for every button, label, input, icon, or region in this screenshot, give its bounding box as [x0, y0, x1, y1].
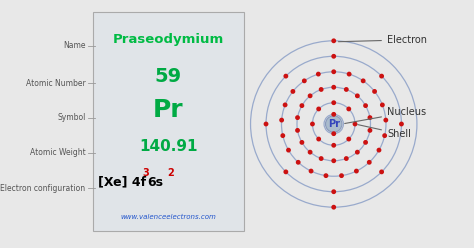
- Circle shape: [264, 122, 268, 126]
- Circle shape: [300, 103, 304, 108]
- Text: Symbol: Symbol: [57, 113, 85, 122]
- Circle shape: [346, 137, 351, 141]
- Circle shape: [363, 103, 368, 108]
- Text: Name: Name: [63, 41, 85, 50]
- Circle shape: [302, 78, 307, 83]
- Circle shape: [382, 133, 387, 138]
- Circle shape: [291, 89, 295, 94]
- Circle shape: [339, 173, 344, 178]
- Text: 140.91: 140.91: [139, 139, 198, 154]
- Circle shape: [331, 100, 336, 105]
- Circle shape: [308, 93, 312, 98]
- Circle shape: [279, 118, 284, 123]
- Circle shape: [331, 189, 336, 194]
- Circle shape: [367, 115, 373, 120]
- Text: Pr: Pr: [328, 119, 340, 129]
- Circle shape: [309, 169, 313, 174]
- Text: Electron configuration: Electron configuration: [0, 184, 85, 193]
- Text: Nucleus: Nucleus: [345, 107, 426, 124]
- Circle shape: [324, 173, 328, 178]
- Circle shape: [399, 122, 404, 126]
- Circle shape: [355, 150, 360, 155]
- Circle shape: [295, 128, 300, 133]
- Circle shape: [286, 148, 291, 153]
- Circle shape: [296, 160, 301, 165]
- Text: www.valenceelectrons.com: www.valenceelectrons.com: [120, 214, 216, 220]
- Circle shape: [354, 169, 359, 174]
- Circle shape: [346, 107, 351, 111]
- Circle shape: [331, 158, 336, 163]
- Circle shape: [363, 140, 368, 145]
- Circle shape: [310, 122, 315, 126]
- Circle shape: [319, 87, 324, 92]
- Circle shape: [283, 102, 288, 107]
- Circle shape: [319, 156, 324, 161]
- Circle shape: [383, 118, 388, 123]
- Text: 3: 3: [142, 168, 149, 178]
- Text: 6s: 6s: [147, 176, 163, 189]
- Circle shape: [367, 128, 373, 133]
- Circle shape: [346, 72, 352, 76]
- Circle shape: [331, 112, 336, 117]
- Text: Pr: Pr: [153, 98, 183, 122]
- Circle shape: [353, 122, 357, 126]
- Circle shape: [331, 205, 336, 210]
- Text: Atomic Weight: Atomic Weight: [30, 148, 85, 157]
- Circle shape: [331, 54, 336, 59]
- Circle shape: [367, 160, 372, 165]
- Circle shape: [355, 93, 360, 98]
- Text: Atomic Number: Atomic Number: [26, 79, 85, 88]
- Circle shape: [308, 150, 312, 155]
- Circle shape: [344, 87, 349, 92]
- Text: 59: 59: [155, 67, 182, 86]
- Circle shape: [283, 169, 288, 174]
- Circle shape: [376, 148, 382, 153]
- Circle shape: [283, 74, 288, 79]
- Circle shape: [372, 89, 377, 94]
- Text: Electron: Electron: [338, 35, 427, 45]
- FancyBboxPatch shape: [93, 12, 244, 231]
- Circle shape: [281, 133, 285, 138]
- Circle shape: [331, 69, 336, 74]
- Circle shape: [380, 102, 385, 107]
- Circle shape: [300, 140, 304, 145]
- Circle shape: [331, 131, 336, 136]
- Circle shape: [316, 107, 321, 111]
- Circle shape: [326, 116, 342, 132]
- Circle shape: [331, 143, 336, 148]
- Circle shape: [361, 78, 365, 83]
- Circle shape: [316, 137, 321, 141]
- Circle shape: [344, 156, 349, 161]
- Text: [Xe] 4f: [Xe] 4f: [98, 176, 146, 189]
- Circle shape: [379, 74, 384, 79]
- Text: Praseodymium: Praseodymium: [113, 33, 224, 46]
- Text: 2: 2: [167, 168, 174, 178]
- Circle shape: [316, 72, 321, 76]
- Circle shape: [331, 85, 336, 90]
- Circle shape: [295, 115, 300, 120]
- Circle shape: [379, 169, 384, 174]
- Text: Shell: Shell: [358, 124, 411, 139]
- Circle shape: [331, 38, 336, 43]
